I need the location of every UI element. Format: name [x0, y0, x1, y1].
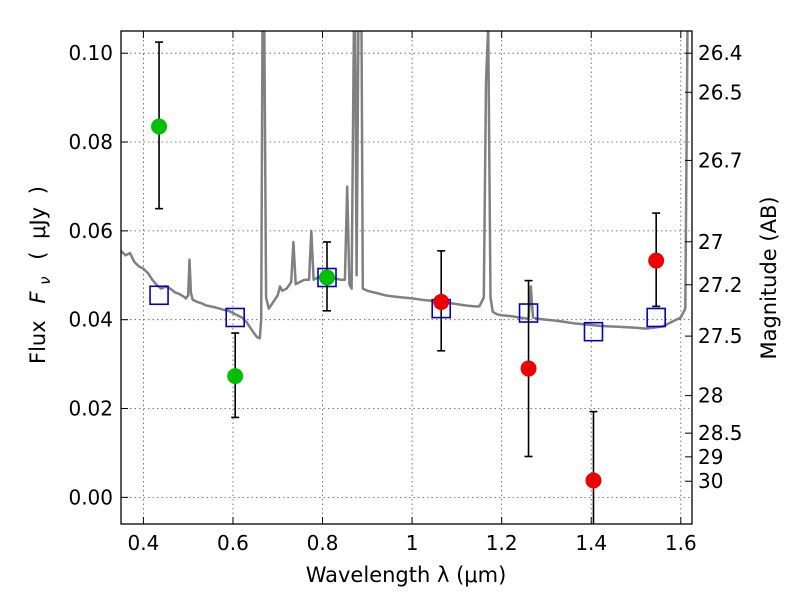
y2-tick-label: 29 [698, 445, 723, 469]
y-tick-label: 0.02 [68, 397, 113, 421]
y2-tick-label: 26.5 [698, 80, 743, 104]
x-tick-label: 0.6 [217, 531, 249, 555]
y2-tick-label: 26.7 [698, 148, 743, 172]
y-tick-label: 0.08 [68, 130, 113, 154]
x-tick-label: 1.2 [486, 531, 518, 555]
plot-frame [120, 30, 693, 525]
y2-tick-label: 28 [698, 384, 723, 408]
y2-tick-label: 27.2 [698, 273, 743, 297]
y-axis-label-subscript: ν [36, 276, 54, 284]
y-tick-label: 0.00 [68, 485, 113, 509]
y-axis-label-unit: μJy [26, 207, 50, 239]
model-photometry-square [149, 285, 169, 306]
observed-point [520, 360, 537, 377]
axis-ticks: 0.4 0.6 0.8 1 1.2 1.4 1.6 0.00 0.02 0.04 0.06 0.08 0… [68, 31, 743, 555]
model-photometry-square [225, 307, 245, 328]
y-axis-label-close-paren: ) [26, 186, 50, 194]
observed-point [319, 269, 336, 286]
y2-tick-label: 30 [698, 469, 723, 493]
grid [121, 31, 692, 524]
right-axis-label: Magnitude (AB) [757, 196, 781, 359]
observed-point [648, 252, 665, 269]
y2-tick-label: 27 [698, 230, 723, 254]
observed-point [227, 368, 244, 385]
y2-tick-label: 26.4 [698, 41, 743, 65]
x-tick-label: 1 [406, 531, 419, 555]
model-photometry-square [583, 321, 604, 342]
model-photometry-square [646, 307, 666, 328]
spectrum-line [121, 31, 689, 340]
y-tick-label: 0.04 [68, 308, 113, 332]
y-tick-label: 0.06 [68, 219, 113, 243]
y-axis-label-open-paren: ( [26, 252, 50, 260]
x-tick-label: 1.4 [575, 531, 607, 555]
observed-point [151, 118, 168, 135]
x-axis-label: Wavelength λ (μm) [306, 563, 507, 587]
x-tick-label: 1.6 [665, 531, 697, 555]
y-axis-label-symbol: F [26, 291, 50, 304]
y-axis-label-word: Flux [26, 320, 50, 364]
x-tick-label: 0.8 [307, 531, 339, 555]
plot-area [121, 31, 689, 524]
y2-tick-label: 28.5 [698, 421, 743, 445]
y-axis-label: Flux F ν ( μJy ) [26, 186, 55, 364]
observed-point [433, 293, 450, 310]
x-tick-label: 0.4 [127, 531, 159, 555]
observed-point [585, 472, 602, 489]
y2-tick-label: 27.5 [698, 324, 743, 348]
y-tick-label: 0.10 [68, 41, 113, 65]
